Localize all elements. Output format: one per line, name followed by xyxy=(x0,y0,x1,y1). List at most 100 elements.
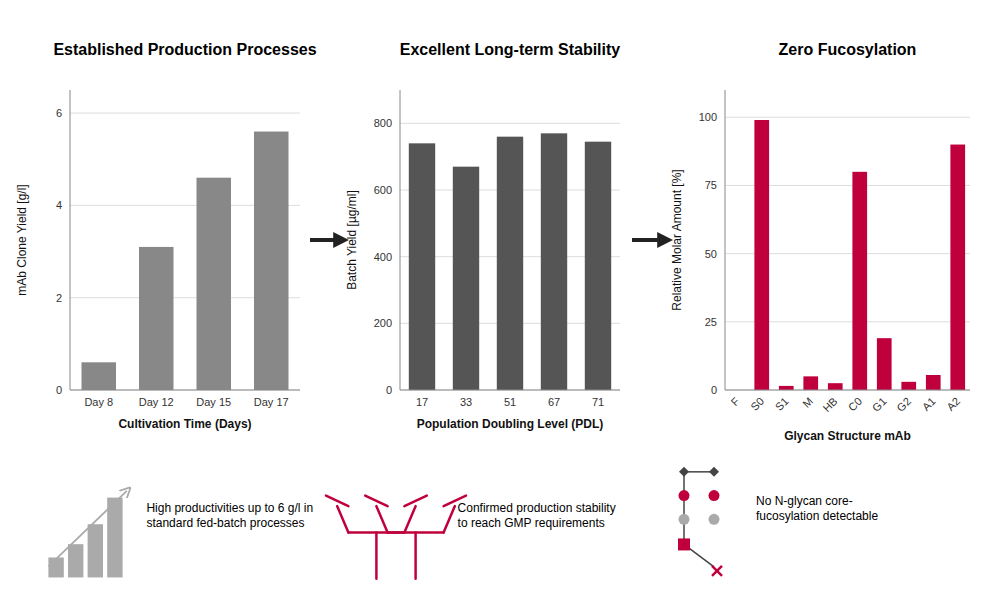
caption: High productivities up to 6 g/l instanda… xyxy=(146,501,313,530)
y-tick-label: 400 xyxy=(374,251,392,263)
icon-antibody xyxy=(326,496,466,579)
x-tick-label: C0 xyxy=(846,395,864,413)
x-axis-label: Cultivation Time (Days) xyxy=(118,417,251,431)
grid-line xyxy=(70,113,300,114)
x-tick-label: G2 xyxy=(894,395,913,414)
x-axis-line xyxy=(70,390,300,391)
x-tick-label: Day 8 xyxy=(84,396,113,408)
icon-bar xyxy=(107,498,122,578)
caption-line: Confirmed production stability xyxy=(458,501,616,515)
glycan-circle xyxy=(709,490,720,501)
x-axis-label: Population Doubling Level (PDL) xyxy=(417,417,604,431)
x-tick-label: A1 xyxy=(920,395,938,413)
y-axis-line xyxy=(400,90,401,390)
glycan-square xyxy=(678,538,690,550)
x-axis-label: Glycan Structure mAb xyxy=(784,429,911,443)
bar xyxy=(828,383,843,390)
x-tick-label: 67 xyxy=(548,396,560,408)
y-tick-label: 0 xyxy=(711,384,717,396)
y-axis-label: Batch Yield [µg/ml] xyxy=(345,190,359,290)
bar xyxy=(901,382,916,390)
panel: 0255075100FS0S1MHBC0G1G2A1A2Glycan Struc… xyxy=(670,41,970,443)
glycan-diamond xyxy=(679,467,689,477)
bars xyxy=(82,132,289,390)
grid-line xyxy=(400,390,620,391)
antibody-segment xyxy=(404,506,415,532)
glycan-cross xyxy=(712,566,722,576)
grid-line xyxy=(725,390,970,391)
caption: No N-glycan core-fucosylation detectable xyxy=(756,494,878,523)
panel: 02004006008001733516771Population Doubli… xyxy=(345,41,620,431)
antibody-segment xyxy=(376,506,387,532)
bar xyxy=(254,132,289,390)
y-tick-label: 0 xyxy=(386,384,392,396)
caption: Confirmed production stabilityto reach G… xyxy=(458,501,616,530)
antibody-segment xyxy=(375,533,378,579)
x-tick-label: 51 xyxy=(504,396,516,408)
bar xyxy=(139,247,174,390)
y-tick-label: 50 xyxy=(705,248,717,260)
panel-title: Established Production Processes xyxy=(53,41,316,58)
icon-bar xyxy=(88,524,103,577)
x-axis-line xyxy=(400,390,620,391)
bar xyxy=(82,362,117,390)
figure: 0246Day 8Day 12Day 15Day 17Cultivation T… xyxy=(0,0,1000,600)
panel-title: Zero Fucosylation xyxy=(779,41,917,58)
y-tick-label: 4 xyxy=(56,199,62,211)
bar xyxy=(453,167,479,390)
y-tick-label: 6 xyxy=(56,107,62,119)
bar xyxy=(754,120,769,390)
grid-line xyxy=(70,390,300,391)
caption-line: No N-glycan core- xyxy=(756,494,853,508)
icon-bar xyxy=(68,544,83,577)
bar xyxy=(803,376,818,390)
x-tick-label: 33 xyxy=(460,396,472,408)
x-tick-label: G1 xyxy=(870,395,889,414)
glycan-cross xyxy=(712,566,722,576)
x-axis-line xyxy=(725,390,970,391)
background xyxy=(0,0,1000,600)
icon-bar xyxy=(48,557,63,577)
bar xyxy=(409,143,435,390)
antibody-segment xyxy=(337,506,348,532)
bar xyxy=(926,375,941,390)
y-tick-label: 75 xyxy=(705,179,717,191)
y-tick-label: 200 xyxy=(374,317,392,329)
y-axis-line xyxy=(70,90,71,390)
y-axis-line xyxy=(725,90,726,390)
antibody-segment xyxy=(326,496,348,507)
antibody-segment xyxy=(404,496,426,507)
x-tick-label: M xyxy=(800,395,815,410)
grid-line xyxy=(725,117,970,118)
caption-line: High productivities up to 6 g/l in xyxy=(146,501,313,515)
x-tick-label: Day 12 xyxy=(139,396,174,408)
x-tick-label: S0 xyxy=(748,395,766,413)
x-tick-label: S1 xyxy=(773,395,791,413)
x-tick-label: F xyxy=(728,395,741,408)
flow-arrow xyxy=(310,238,342,242)
bar xyxy=(585,142,611,390)
y-tick-label: 25 xyxy=(705,316,717,328)
bar xyxy=(852,172,867,390)
bar xyxy=(779,386,794,390)
antibody-segment xyxy=(414,533,417,579)
y-tick-label: 0 xyxy=(56,384,62,396)
bar xyxy=(950,145,965,390)
x-tick-label: Day 15 xyxy=(196,396,231,408)
caption-line: fucosylation detectable xyxy=(756,509,878,523)
x-tick-label: 71 xyxy=(592,396,604,408)
glycan-circle xyxy=(709,514,720,525)
antibody-segment xyxy=(365,496,387,507)
flow-arrow xyxy=(632,238,666,242)
icon-glycan xyxy=(678,467,722,576)
antibody-segment xyxy=(388,531,444,534)
x-tick-label: HB xyxy=(820,395,839,414)
glycan-circle xyxy=(679,514,690,525)
icon-arrow xyxy=(48,491,126,566)
bar xyxy=(497,137,523,390)
x-tick-label: Day 17 xyxy=(254,396,289,408)
y-tick-label: 100 xyxy=(699,111,717,123)
bars xyxy=(409,133,611,390)
x-tick-label: 17 xyxy=(416,396,428,408)
antibody-segment xyxy=(444,496,466,507)
